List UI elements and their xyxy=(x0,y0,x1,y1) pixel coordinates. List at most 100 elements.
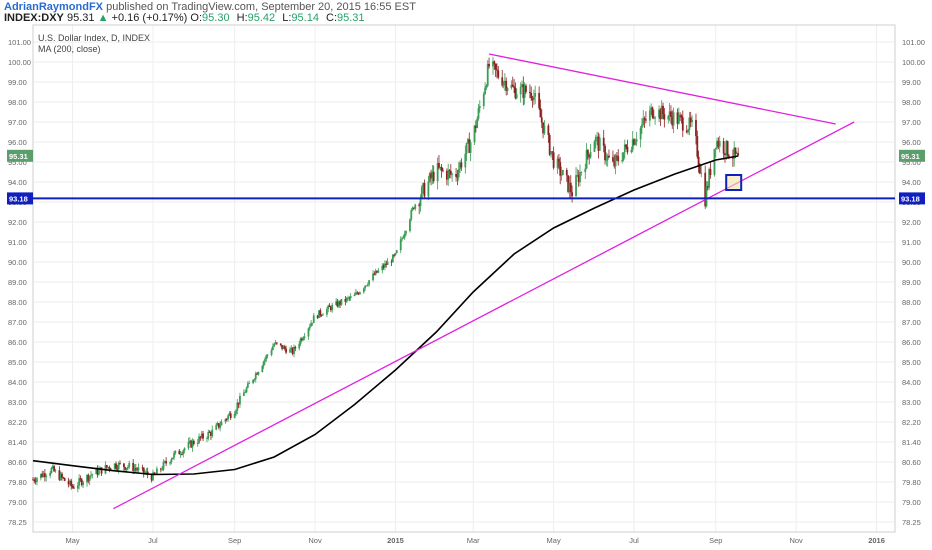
candle-body xyxy=(708,169,711,188)
candle-body xyxy=(382,265,385,268)
candle-body xyxy=(477,108,480,119)
candle-body xyxy=(626,146,629,153)
candle-body xyxy=(300,338,303,341)
candle-body xyxy=(215,424,218,430)
candle-body xyxy=(353,294,356,297)
candle-body xyxy=(53,466,55,472)
y-tick-label-right: 89.00 xyxy=(902,278,921,287)
y-tick-label-left: 87.00 xyxy=(8,318,27,327)
candle-body xyxy=(597,136,600,151)
candle-body xyxy=(722,141,725,154)
candle-body xyxy=(575,175,577,197)
candle-body xyxy=(409,219,411,232)
candle-body xyxy=(688,117,691,130)
candle-body xyxy=(699,165,701,174)
candle-body xyxy=(119,463,121,464)
candle-body xyxy=(559,162,562,176)
y-tick-label-left: 94.00 xyxy=(8,178,27,187)
candle-body xyxy=(502,82,505,86)
candle-body xyxy=(510,84,513,88)
drawings[interactable] xyxy=(33,53,895,510)
candle-body xyxy=(577,175,580,183)
candle-body xyxy=(113,463,116,469)
candle-body xyxy=(78,478,81,486)
close-value: 95.31 xyxy=(337,12,365,24)
candle-body xyxy=(394,252,397,256)
candle-body xyxy=(227,415,229,420)
candle-body xyxy=(420,186,423,198)
candle-body xyxy=(668,111,671,116)
candle-body xyxy=(70,480,73,486)
candle-body xyxy=(679,115,682,117)
candle-body xyxy=(680,115,683,118)
candle-body xyxy=(262,361,265,366)
candle-body xyxy=(550,151,552,155)
candle-body xyxy=(689,117,692,123)
candle-body xyxy=(239,395,241,405)
y-tick-label-left: 99.00 xyxy=(8,78,27,87)
candle-body xyxy=(61,473,63,478)
candle-body xyxy=(340,299,343,305)
candle-body xyxy=(514,87,517,99)
candle-body xyxy=(667,115,670,120)
candle-body xyxy=(368,280,371,285)
candle-body xyxy=(585,150,588,169)
candle-body xyxy=(485,85,488,88)
candle-body xyxy=(457,169,460,178)
candle-body xyxy=(612,157,614,162)
candle-body xyxy=(621,160,624,162)
candle-body xyxy=(283,346,286,349)
last-price-tag-right: 95.31 xyxy=(901,152,920,161)
candle-body xyxy=(366,284,369,286)
candle-body xyxy=(567,175,570,192)
y-tick-label-left: 101.00 xyxy=(8,38,31,47)
ma-legend: MA (200, close) xyxy=(38,44,101,54)
candle-body xyxy=(580,172,583,173)
candle-body xyxy=(335,301,338,305)
x-tick-label: Jul xyxy=(148,536,158,545)
candle-body xyxy=(285,348,287,353)
candle-body xyxy=(532,96,535,101)
candle-body xyxy=(459,162,461,170)
y-tick-label-right: 81.40 xyxy=(902,438,921,447)
candle-body xyxy=(486,63,489,86)
candle-body xyxy=(651,107,654,118)
candle-body xyxy=(385,263,388,265)
y-tick-label-right: 88.00 xyxy=(902,298,921,307)
candle-body xyxy=(211,429,214,436)
candle-body xyxy=(45,475,48,478)
candle-body xyxy=(596,136,599,138)
candle-body xyxy=(468,139,471,153)
candle-body xyxy=(432,171,435,182)
y-tick-label-right: 79.80 xyxy=(902,478,921,487)
candle-body xyxy=(672,112,675,126)
y-tick-label-right: 98.00 xyxy=(902,98,921,107)
candle-body xyxy=(643,118,646,120)
x-tick-label: May xyxy=(65,536,79,545)
candle-body xyxy=(522,84,525,98)
candle-body xyxy=(59,473,62,480)
candle-body xyxy=(576,175,579,176)
candle-body xyxy=(386,261,389,265)
candle-body xyxy=(229,413,232,418)
author-link[interactable]: AdrianRaymondFX xyxy=(4,1,104,13)
y-tick-label-left: 89.00 xyxy=(8,278,27,287)
candle-body xyxy=(681,117,684,131)
chart-title: U.S. Dollar Index, D, INDEX xyxy=(38,33,150,43)
candle-body xyxy=(685,130,688,133)
candle-body xyxy=(506,87,509,91)
candle-body xyxy=(331,304,334,311)
candle-body xyxy=(654,117,657,119)
candle-body xyxy=(344,299,347,302)
y-tick-label-right: 86.00 xyxy=(902,338,921,347)
lower-trendline xyxy=(113,121,855,510)
candle-body xyxy=(109,468,112,470)
candle-body xyxy=(529,91,531,93)
candle-body xyxy=(593,141,596,152)
candle-body xyxy=(244,392,247,394)
support-tag-right: 93.18 xyxy=(901,194,920,203)
candle-body xyxy=(691,119,693,123)
candle-body xyxy=(737,153,740,156)
candle-body xyxy=(439,166,442,168)
